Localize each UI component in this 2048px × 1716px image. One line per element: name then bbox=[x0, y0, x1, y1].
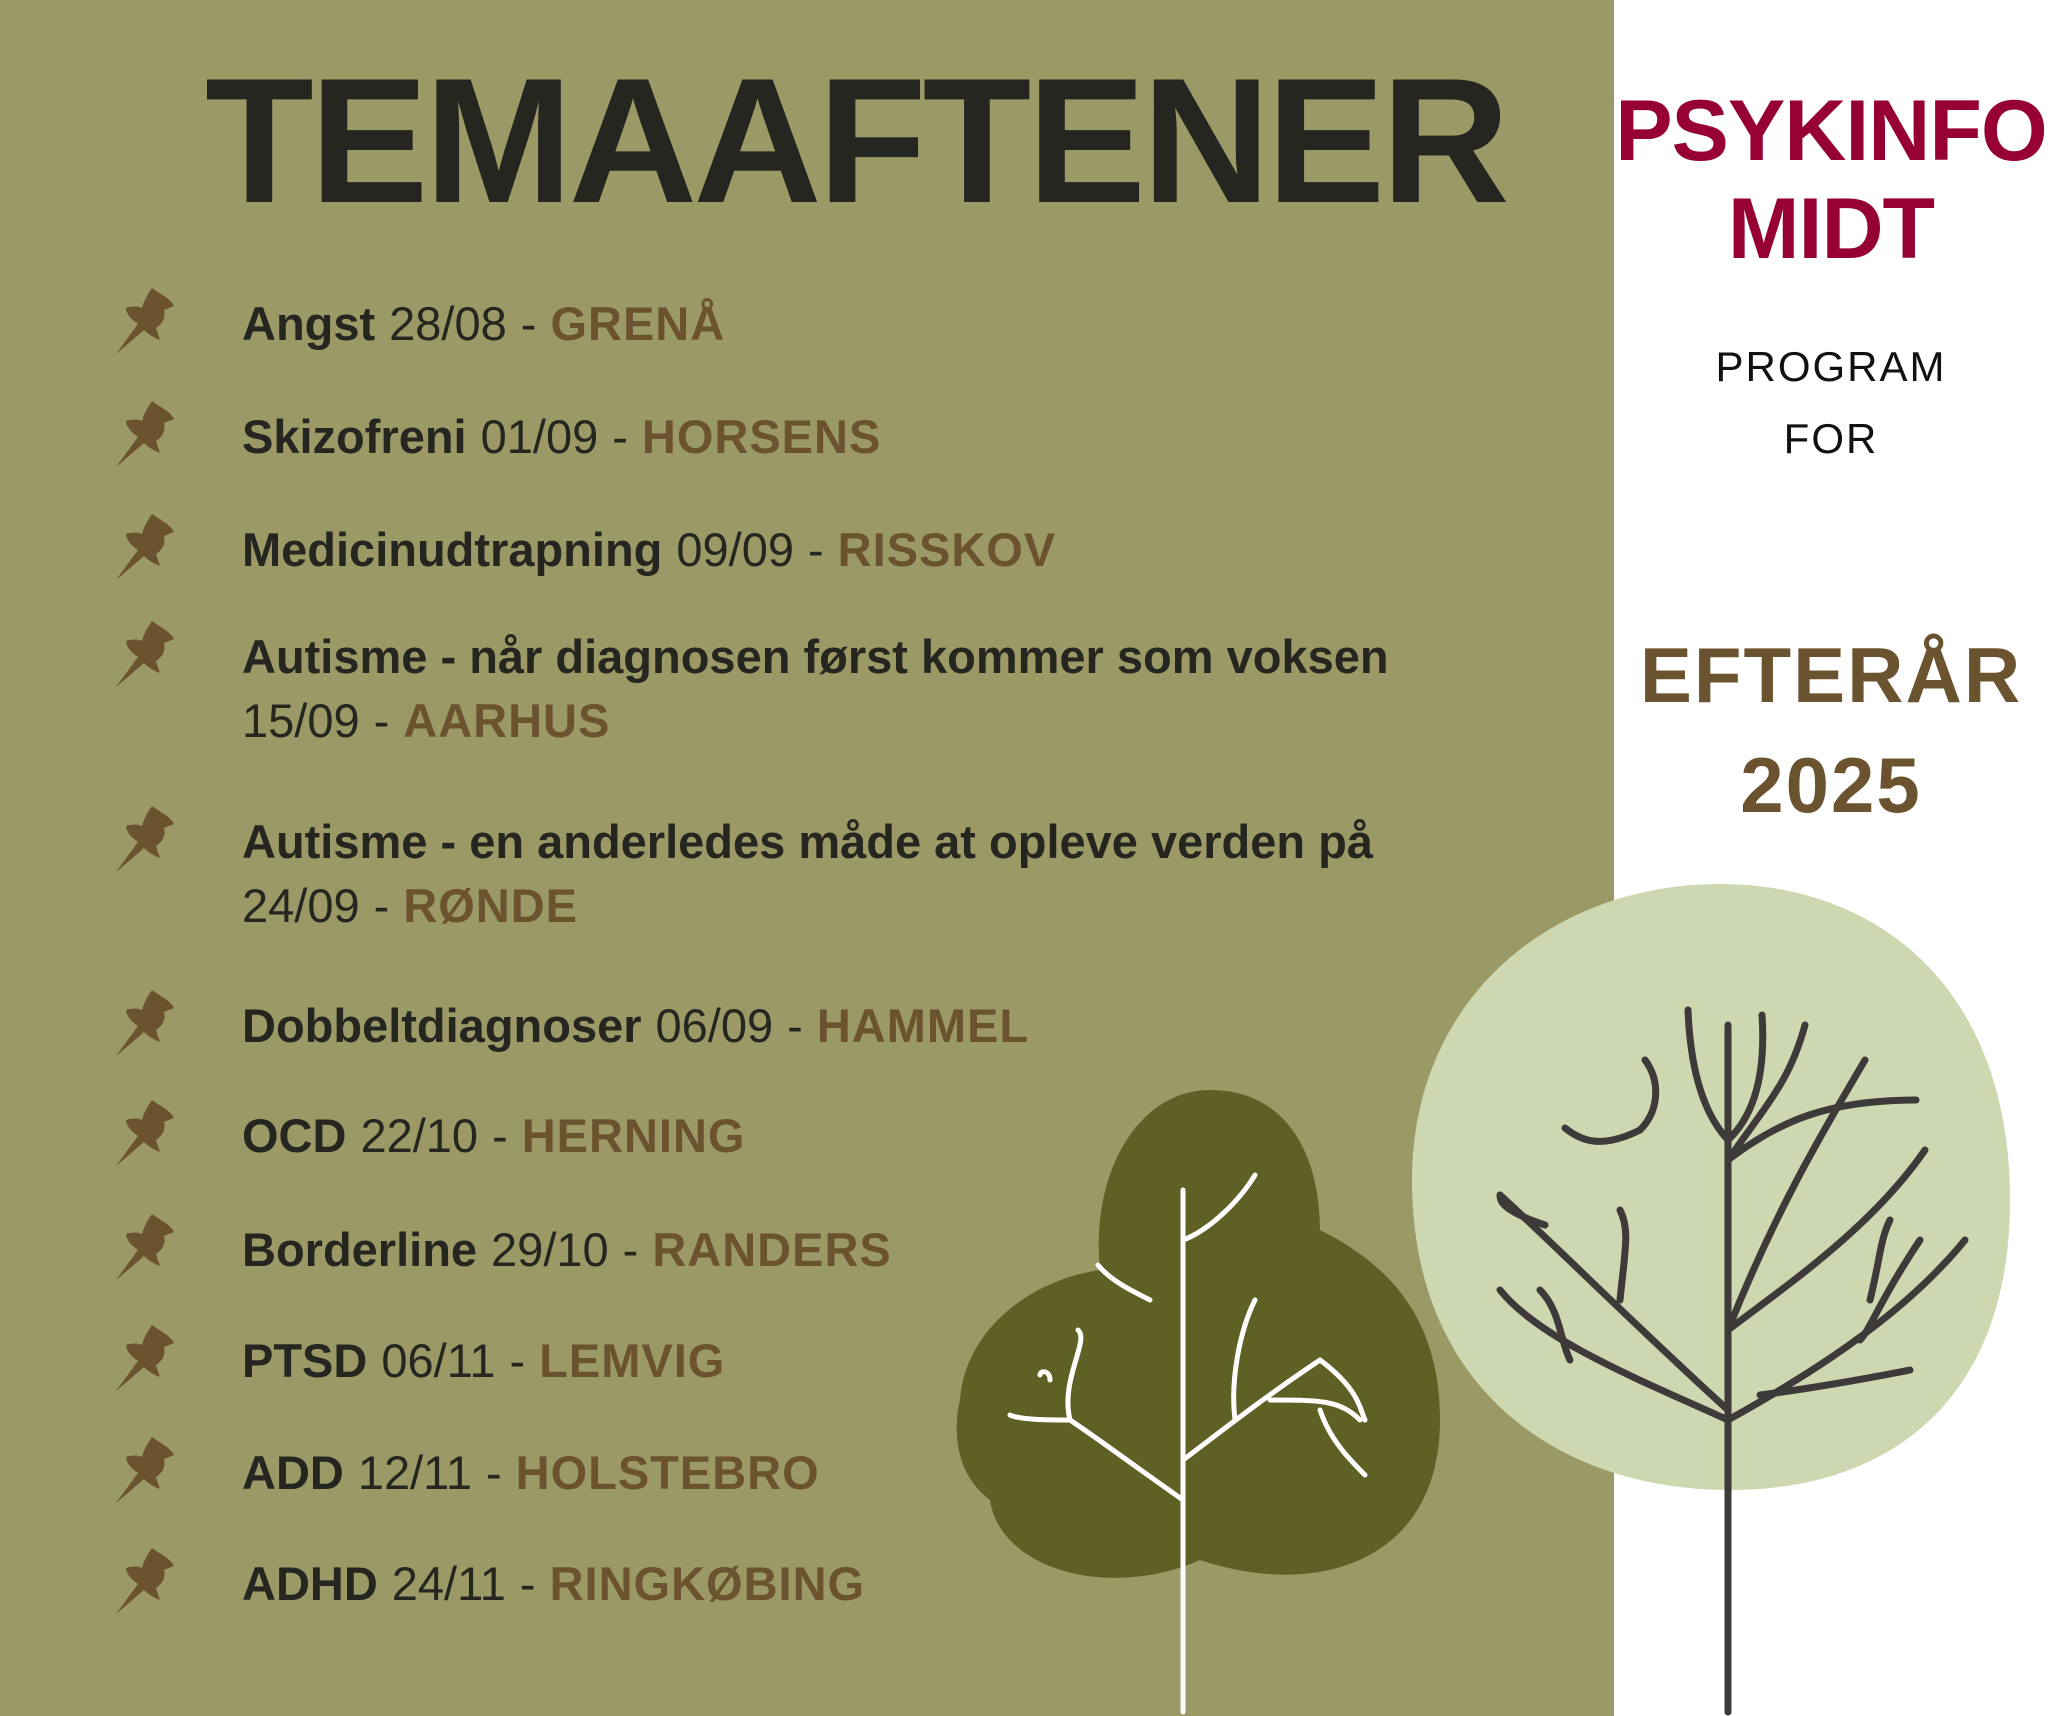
subtitle-line-1: PROGRAM bbox=[1715, 343, 1947, 390]
event-city: RØNDE bbox=[403, 879, 579, 932]
event-city: RINGKØBING bbox=[549, 1557, 866, 1610]
event-topic: Borderline bbox=[242, 1223, 478, 1276]
pushpin-icon bbox=[110, 1321, 180, 1391]
event-date: 09/09 bbox=[676, 523, 794, 576]
dark-tree-branches bbox=[1007, 1172, 1368, 1715]
event-text: Skizofreni 01/09- HORSENS bbox=[242, 405, 881, 469]
pushpin-icon bbox=[110, 1544, 180, 1614]
event-city: GRENÅ bbox=[550, 297, 726, 350]
pushpin-icon bbox=[110, 1210, 180, 1280]
event-date: 15/09 bbox=[242, 694, 360, 747]
event-text: PTSD 06/11- LEMVIG bbox=[242, 1329, 725, 1393]
event-text: Autisme - en anderledes måde at opleve v… bbox=[242, 810, 1373, 938]
event-topic: ADHD bbox=[242, 1557, 378, 1610]
dark-tree-crown bbox=[956, 1090, 1440, 1578]
event-date: 06/09 bbox=[655, 999, 774, 1052]
pushpin-icon bbox=[110, 284, 180, 354]
event-separator: - bbox=[485, 1446, 502, 1499]
event-separator: - bbox=[492, 1109, 508, 1162]
event-topic: OCD bbox=[242, 1109, 347, 1162]
program-subtitle: PROGRAM FOR bbox=[1614, 331, 2048, 475]
event-topic: Autisme - når diagnosen først kommer som… bbox=[242, 630, 1389, 683]
pushpin-icon bbox=[110, 397, 180, 467]
event-text: OCD 22/10- HERNING bbox=[242, 1104, 745, 1168]
light-tree-branches bbox=[1496, 1006, 1969, 1716]
pushpin-icon bbox=[110, 986, 180, 1056]
season-line-2: 2025 bbox=[1740, 741, 1922, 829]
event-separator: - bbox=[509, 1334, 526, 1387]
event-text: Dobbeltdiagnoser 06/09- HAMMEL bbox=[242, 994, 1029, 1058]
event-date: 12/11 bbox=[357, 1446, 472, 1499]
event-date: 24/09 bbox=[242, 879, 360, 932]
brand-line-2: MIDT bbox=[1727, 181, 1935, 277]
event-text: ADHD 24/11- RINGKØBING bbox=[242, 1552, 865, 1616]
pushpin-icon bbox=[110, 510, 180, 580]
event-separator: - bbox=[519, 1557, 536, 1610]
event-text: Angst 28/08- GRENÅ bbox=[242, 292, 725, 356]
event-topic: Skizofreni bbox=[242, 410, 467, 463]
season-line-1: EFTERÅR bbox=[1639, 631, 2023, 719]
event-separator: - bbox=[808, 523, 824, 576]
event-city: LEMVIG bbox=[539, 1334, 726, 1387]
event-date: 28/08 bbox=[389, 297, 507, 350]
pushpin-icon bbox=[110, 1433, 180, 1503]
event-text: ADD 12/11- HOLSTEBRO bbox=[242, 1441, 820, 1505]
event-topic: ADD bbox=[242, 1446, 344, 1499]
brand-line-1: PSYKINFO bbox=[1615, 83, 2048, 179]
event-date: 01/09 bbox=[480, 410, 599, 463]
event-date: 24/11 bbox=[391, 1557, 506, 1610]
brand-logo-text: PSYKINFO MIDT bbox=[1614, 82, 2048, 278]
event-text: Borderline 29/10- RANDERS bbox=[242, 1218, 892, 1282]
event-separator: - bbox=[373, 879, 390, 932]
event-topic: Autisme - en anderledes måde at opleve v… bbox=[242, 815, 1374, 868]
pushpin-icon bbox=[110, 1096, 180, 1166]
event-city: HAMMEL bbox=[816, 999, 1030, 1052]
season-heading: EFTERÅR 2025 bbox=[1614, 620, 2048, 840]
event-separator: - bbox=[622, 1223, 639, 1276]
event-topic: PTSD bbox=[242, 1334, 368, 1387]
event-separator: - bbox=[787, 999, 803, 1052]
event-separator: - bbox=[373, 694, 390, 747]
event-city: AARHUS bbox=[403, 694, 611, 747]
event-city: HERNING bbox=[521, 1109, 746, 1162]
event-topic: Dobbeltdiagnoser bbox=[242, 999, 642, 1052]
event-city: RANDERS bbox=[652, 1223, 892, 1276]
pushpin-icon bbox=[110, 617, 180, 687]
event-separator: - bbox=[612, 410, 628, 463]
event-date: 06/11 bbox=[381, 1334, 496, 1387]
event-topic: Medicinudtrapning bbox=[242, 523, 663, 576]
event-date: 22/10 bbox=[360, 1109, 479, 1162]
page-title: TEMAAFTENER bbox=[205, 41, 1510, 240]
event-city: HOLSTEBRO bbox=[515, 1446, 820, 1499]
event-date: 29/10 bbox=[491, 1223, 609, 1276]
event-city: HORSENS bbox=[641, 410, 882, 463]
subtitle-line-2: FOR bbox=[1783, 415, 1879, 462]
pushpin-icon bbox=[110, 802, 180, 872]
event-city: RISSKOV bbox=[837, 523, 1057, 576]
event-text: Medicinudtrapning 09/09- RISSKOV bbox=[242, 518, 1056, 582]
event-topic: Angst bbox=[242, 297, 376, 350]
event-separator: - bbox=[520, 297, 537, 350]
event-text: Autisme - når diagnosen først kommer som… bbox=[242, 625, 1389, 753]
